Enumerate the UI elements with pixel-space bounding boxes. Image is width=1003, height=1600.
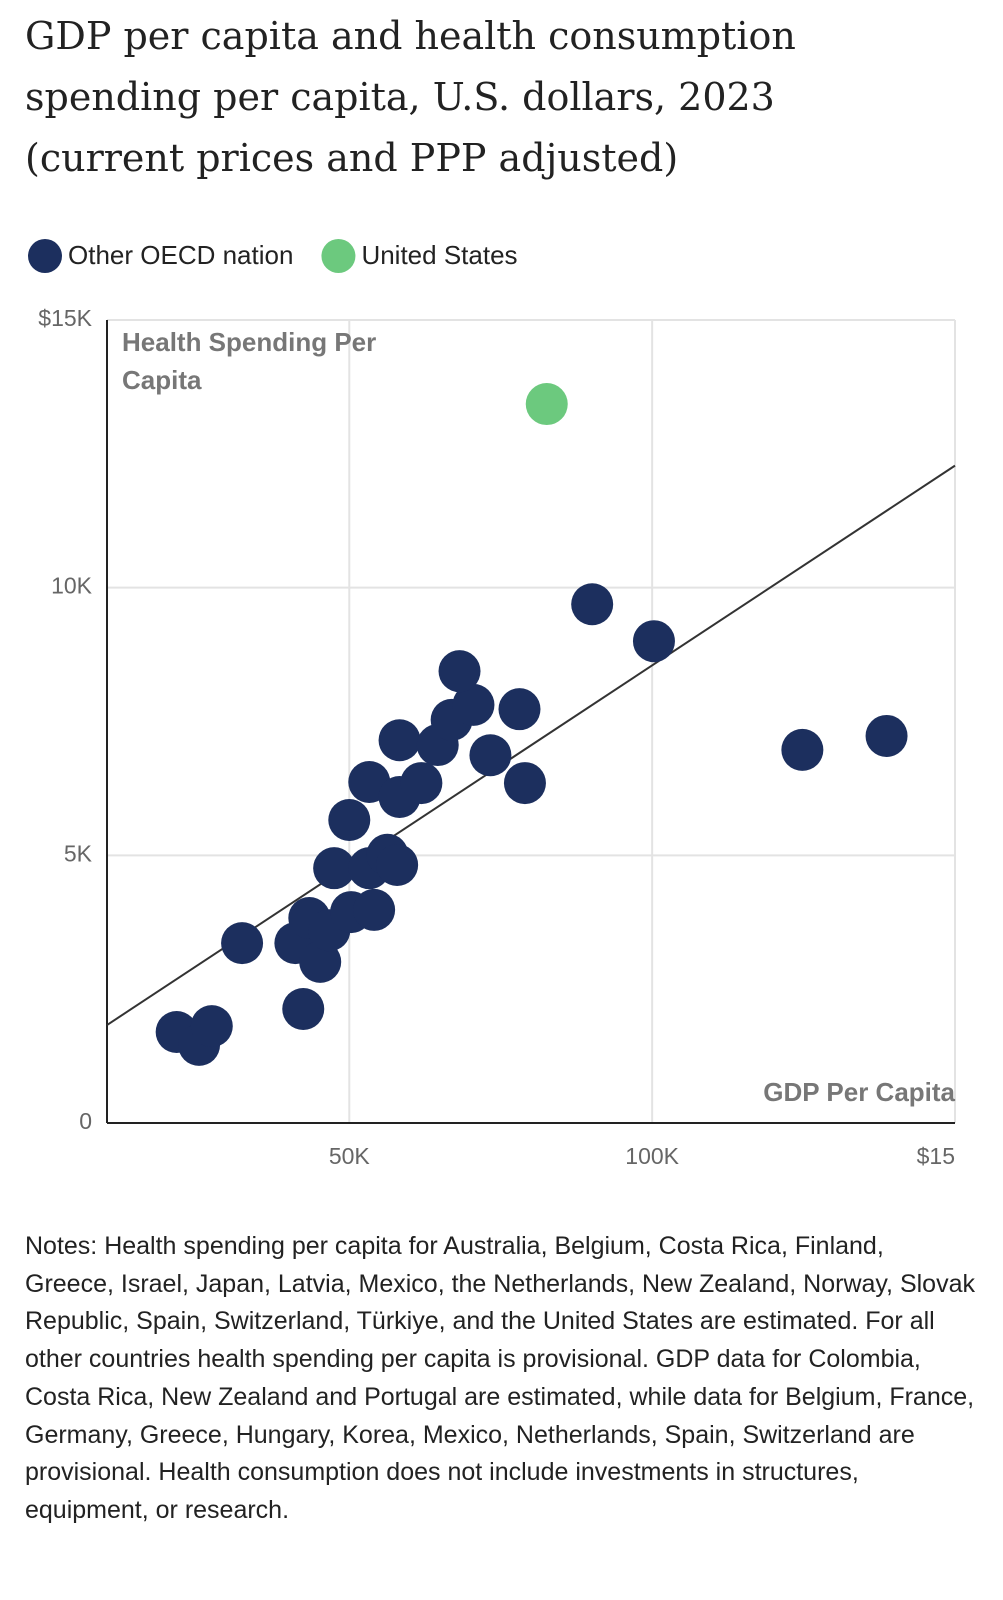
point (190, 1005, 233, 1048)
x-tick-label: $15 (917, 1143, 955, 1169)
y-tick-label: 5K (64, 840, 93, 866)
point (781, 728, 824, 771)
point (438, 650, 481, 693)
y-tick-label: $15K (38, 305, 92, 331)
chart-title: GDP per capita and health consumption sp… (25, 14, 796, 180)
point (328, 799, 371, 842)
legend-swatch (28, 239, 62, 273)
y-axis-label: Health Spending Per Capita (122, 327, 377, 395)
point (469, 734, 512, 777)
point (353, 888, 396, 931)
point (571, 583, 614, 626)
point (299, 940, 342, 983)
point (865, 714, 908, 757)
point (376, 843, 419, 886)
x-axis-label: GDP Per Capita (763, 1077, 955, 1107)
legend-swatch (321, 239, 356, 273)
point (378, 719, 421, 762)
point (452, 683, 495, 726)
point (282, 987, 325, 1030)
point (525, 383, 568, 426)
point (632, 620, 675, 663)
y-tick-label: 10K (51, 573, 93, 599)
legend-label: United States (361, 240, 517, 270)
point (221, 922, 264, 965)
point (400, 762, 443, 805)
x-tick-label: 100K (625, 1143, 679, 1169)
point (313, 847, 356, 890)
y-tick-label: 0 (79, 1108, 92, 1134)
x-tick-label: 50K (329, 1143, 371, 1169)
point (498, 688, 541, 731)
notes: Notes: Health spending per capita for Au… (25, 1232, 975, 1524)
point (503, 762, 546, 805)
legend-label: Other OECD nation (68, 240, 293, 270)
